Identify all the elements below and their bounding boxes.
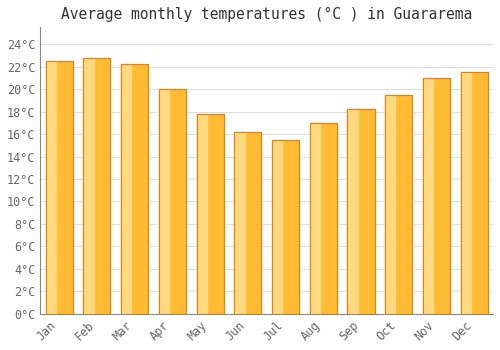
Bar — [196, 114, 207, 314]
Title: Average monthly temperatures (°C ) in Guararema: Average monthly temperatures (°C ) in Gu… — [61, 7, 472, 22]
Bar — [348, 109, 374, 314]
Bar — [460, 72, 471, 314]
Bar — [46, 61, 73, 314]
Bar — [423, 78, 450, 314]
Bar — [272, 140, 282, 314]
Bar — [385, 95, 412, 314]
Bar — [159, 89, 169, 314]
Bar — [272, 140, 299, 314]
Bar — [159, 89, 186, 314]
Bar — [46, 61, 73, 314]
Bar — [196, 114, 224, 314]
Bar — [385, 95, 412, 314]
Bar — [234, 132, 244, 314]
Bar — [310, 123, 337, 314]
Bar — [121, 64, 132, 314]
Bar — [423, 78, 450, 314]
Bar — [348, 109, 374, 314]
Bar — [196, 114, 224, 314]
Bar — [234, 132, 262, 314]
Bar — [460, 72, 488, 314]
Bar — [310, 123, 337, 314]
Bar — [348, 109, 358, 314]
Bar — [121, 64, 148, 314]
Bar — [385, 95, 396, 314]
Bar — [234, 132, 262, 314]
Bar — [46, 61, 56, 314]
Bar — [84, 58, 94, 314]
Bar — [310, 123, 320, 314]
Bar — [84, 58, 110, 314]
Bar — [121, 64, 148, 314]
Bar — [423, 78, 433, 314]
Bar — [84, 58, 110, 314]
Bar — [272, 140, 299, 314]
Bar — [460, 72, 488, 314]
Bar — [159, 89, 186, 314]
